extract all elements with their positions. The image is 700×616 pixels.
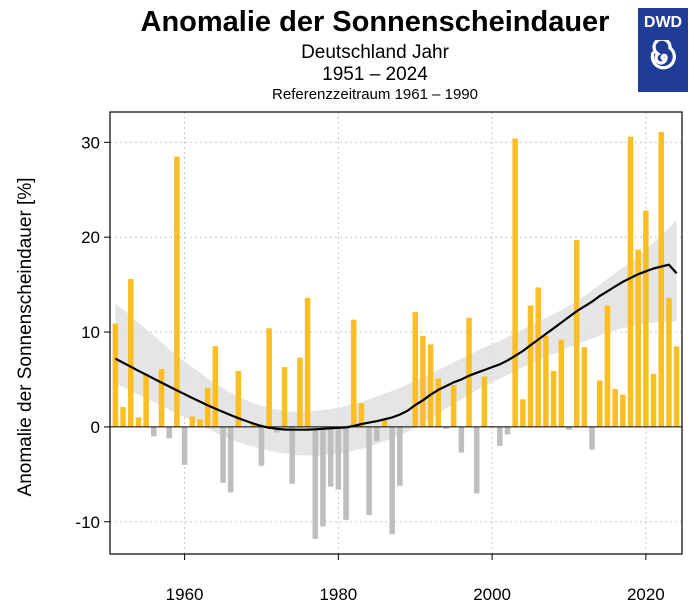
bar-1978 [320,426,326,527]
bars [112,131,680,539]
bar-1973 [281,367,288,427]
bar-1994 [443,426,449,429]
chart-reference-period: Referenzzeitraum 1961 – 1990 [272,86,478,103]
bar-1990 [412,312,418,427]
bar-1962 [197,419,203,427]
bar-2017 [620,394,626,427]
confidence-band [115,220,677,456]
trend-line [114,263,678,431]
bar-1952 [120,406,126,427]
x-tick-label: 1980 [319,585,357,604]
bar-2002 [504,426,511,435]
bar-2007 [543,335,549,427]
confidence-band-area [115,220,677,456]
bar-1964 [212,346,219,427]
bar-1980 [335,426,342,490]
bar-1979 [327,426,334,487]
bar-2001 [497,426,503,446]
bar-1974 [289,426,295,484]
bar-1961 [189,416,196,427]
bar-1970 [258,426,265,466]
bar-1984 [366,426,372,516]
dwd-swirl-icon [650,40,676,70]
bar-1958 [166,426,172,439]
bar-2005 [527,305,534,427]
dwd-logo: DWD [638,8,688,92]
bar-1992 [427,344,434,427]
bar-1981 [343,426,349,520]
x-tick-label: 2000 [473,585,511,604]
bar-1965 [220,426,226,483]
bar-2018 [627,136,634,427]
bar-1957 [158,369,165,427]
bar-2006 [535,287,541,427]
bar-2016 [612,388,618,427]
y-tick-label: 30 [81,133,100,152]
y-tick-label: 20 [81,228,100,247]
bar-1993 [435,378,442,427]
chart-subtitle: Deutschland Jahr [301,42,449,63]
y-tick-label: 0 [91,418,100,437]
bar-2021 [650,373,657,427]
bar-1955 [143,373,149,427]
bar-1967 [235,370,242,427]
bar-1953 [127,278,134,427]
bar-1969 [251,424,257,427]
bar-1966 [227,426,234,493]
x-tick-label: 1960 [166,585,204,604]
bar-1982 [350,319,357,427]
bar-2024 [673,346,680,427]
bar-1988 [397,426,403,486]
bar-2009 [558,339,565,427]
bar-2013 [589,426,595,450]
trend [114,263,678,431]
bar-2010 [566,426,572,430]
bar-1983 [358,403,365,427]
bar-1971 [266,328,272,427]
bar-1986 [381,420,388,427]
bar-1995 [450,385,457,427]
bar-1985 [374,426,380,442]
bar-1975 [297,357,303,427]
chart-period: 1951 – 2024 [322,64,428,85]
bar-2015 [604,305,611,427]
chart-title: Anomalie der Sonnenscheindauer [140,6,610,38]
bar-2011 [573,240,580,427]
bar-1963 [204,388,211,427]
bar-1977 [312,426,319,539]
bar-2022 [658,131,665,427]
bar-2008 [550,370,557,427]
bar-1960 [181,426,188,465]
bar-1997 [466,317,472,427]
plot-frame [109,111,683,555]
axes: -10 0 10 20 30 1960 1980 2000 2020 [75,111,683,604]
bar-1954 [135,417,142,427]
bar-2003 [512,138,518,427]
bar-1959 [174,156,180,427]
bar-2014 [596,380,603,427]
bar-1956 [151,426,157,437]
bar-2004 [520,399,526,427]
bar-1991 [420,335,426,427]
x-tick-label: 2020 [627,585,665,604]
bar-2020 [643,210,649,427]
bar-1996 [458,426,465,453]
bar-1951 [112,323,119,427]
bar-2023 [666,297,672,427]
bar-2019 [635,249,641,427]
y-tick-label: 10 [81,323,100,342]
y-tick-label: -10 [75,513,100,532]
bar-2012 [581,347,588,427]
bar-1999 [481,376,488,427]
y-axis-label: Anomalie der Sonnenscheindauer [%] [15,178,36,497]
bar-1976 [304,297,311,427]
bar-1987 [389,426,395,535]
dwd-logo-text: DWD [643,14,683,31]
bar-1998 [473,426,480,494]
